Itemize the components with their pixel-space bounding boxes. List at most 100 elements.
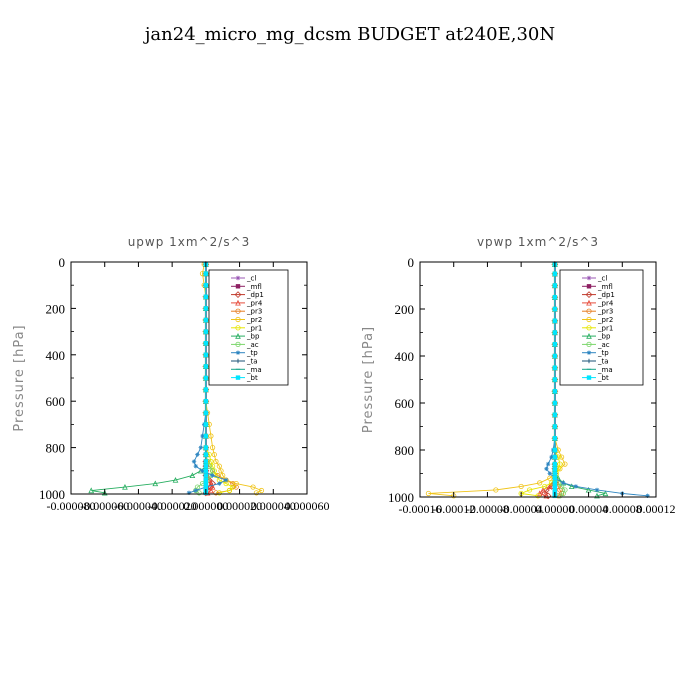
series-7-point-25 xyxy=(602,490,609,497)
series-6-point-26 xyxy=(535,493,541,499)
series-bt xyxy=(203,262,209,496)
series-7-point-legend xyxy=(235,333,241,339)
series-3-point-24 xyxy=(540,486,546,493)
series-12-point-20 xyxy=(552,471,558,476)
y-tick-label: 200 xyxy=(395,302,415,317)
series-5-point-20 xyxy=(218,468,224,474)
x-tick-label: -0.000020 xyxy=(148,499,197,513)
series-4-point-26 xyxy=(213,490,219,496)
series-12-point-7 xyxy=(552,342,558,347)
series-9-point-19 xyxy=(193,463,198,469)
x-tick-label: 0.000060 xyxy=(285,499,330,513)
series-3-point-24 xyxy=(209,483,216,490)
series-12-point-23 xyxy=(203,481,209,486)
legend-item-pr1: _pr1 xyxy=(582,324,613,332)
series-3-point-legend xyxy=(235,299,241,306)
series-2-point-legend xyxy=(234,291,242,298)
x-tick-label: 0.00012 xyxy=(637,502,676,516)
legend-item-pr2: _pr2 xyxy=(582,316,613,324)
series-12-point-15 xyxy=(552,436,558,441)
series-12-point-21 xyxy=(552,476,558,481)
legend-label: _ta xyxy=(246,358,258,366)
series-9-point-legend xyxy=(235,350,241,355)
series-12-point-13 xyxy=(552,412,558,417)
series-9-point-26 xyxy=(645,493,650,499)
series-9-point-24 xyxy=(594,487,600,493)
series-12-point-3 xyxy=(203,294,209,299)
series-7-point-23 xyxy=(568,483,575,490)
series-5-point-24 xyxy=(250,484,256,490)
x-tick-label: -0.000040 xyxy=(114,499,163,513)
legend-item-cl: _cl xyxy=(231,275,256,283)
legend-label: _tp xyxy=(597,349,609,357)
series-12-point-15 xyxy=(203,433,209,439)
series-pr2 xyxy=(425,261,568,499)
series-5-point-25 xyxy=(258,487,265,494)
y-tick-label: 400 xyxy=(395,349,415,364)
series-12-point-legend xyxy=(586,375,592,380)
legend-item-pr2: _pr2 xyxy=(231,316,262,324)
x-tick-label: 0.000000 xyxy=(183,499,228,513)
series-3-point-22 xyxy=(206,476,213,483)
series-6-point-26 xyxy=(216,490,222,496)
legend-item-cl: _cl xyxy=(582,275,607,283)
legend-label: _ta xyxy=(597,358,609,366)
legend-item-bp: _bp xyxy=(582,333,611,341)
legend-label: _bt xyxy=(597,374,609,382)
legend-item-mfl: _mfl xyxy=(582,283,613,291)
legend-item-dp1: _dp1 xyxy=(231,291,264,299)
series-12-point-11 xyxy=(203,387,209,392)
y-axis-label: Pressure [hPa] xyxy=(361,326,376,433)
series-0-point-legend xyxy=(235,275,241,281)
legend-label: _dp1 xyxy=(597,291,615,299)
series-12-point-6 xyxy=(203,329,209,334)
series-10-point-legend xyxy=(586,358,592,364)
legend-label: _ac xyxy=(246,341,259,349)
legend-label: _pr2 xyxy=(597,316,613,324)
series-12-point-18 xyxy=(203,459,209,464)
series-12-point-6 xyxy=(552,330,558,335)
legend-box xyxy=(559,269,644,386)
series-8-point-20 xyxy=(210,468,216,474)
legend-item-pr1: _pr1 xyxy=(231,324,262,332)
series-5-point-25 xyxy=(425,490,432,497)
series-12-point-1 xyxy=(552,271,558,276)
legend-label: _mfl xyxy=(597,283,613,291)
figure-title: jan24_micro_mg_dcsm BUDGET at240E,30N xyxy=(143,24,555,45)
legend-label: _ac xyxy=(597,341,610,349)
series-12-point-20 xyxy=(203,468,209,473)
x-tick-label: -0.00004 xyxy=(500,502,543,516)
series-5-point-18 xyxy=(213,458,219,465)
series-9-point-26 xyxy=(186,490,192,496)
legend-item-pr4: _pr4 xyxy=(582,299,614,307)
y-axis-label: Pressure [hPa] xyxy=(12,324,27,431)
series-12-point-12 xyxy=(203,399,209,404)
series-12-point-7 xyxy=(203,341,209,346)
series-12-point-19 xyxy=(203,463,209,469)
series-line xyxy=(91,264,207,494)
vpwp-panel: vpwp 1xm^2/s^3 Pressure [hPa] 0 200 400 600 80… xyxy=(361,235,676,516)
series-6-point-18 xyxy=(557,461,563,467)
legend-label: _bp xyxy=(246,333,260,341)
series-9-point-23 xyxy=(217,481,222,486)
series-6-point-18 xyxy=(208,458,214,465)
panel-title: upwp 1xm^2/s^3 xyxy=(128,235,251,249)
legend-item-pr3: _pr3 xyxy=(231,308,262,316)
series-12-point-5 xyxy=(203,317,209,323)
series-9-point-16 xyxy=(198,445,203,450)
series-12-point-1 xyxy=(203,271,209,276)
series-5-point-24 xyxy=(493,487,499,493)
series-bp xyxy=(88,261,209,496)
series-1-point-legend xyxy=(235,284,241,289)
x-tick-label: -0.00012 xyxy=(432,502,475,516)
legend-item-ta: _ta xyxy=(231,358,258,366)
legend-label: _bt xyxy=(246,374,258,382)
x-tick-label: -0.00016 xyxy=(399,502,442,516)
series-6-point-legend xyxy=(586,325,592,331)
legend-item-bt: _bt xyxy=(582,374,609,382)
series-12-point-17 xyxy=(203,452,209,457)
series-10-point-legend xyxy=(235,358,241,364)
series-9-point-18 xyxy=(545,461,551,467)
series-12-point-22 xyxy=(552,480,558,486)
series-6-point-24 xyxy=(230,484,236,490)
